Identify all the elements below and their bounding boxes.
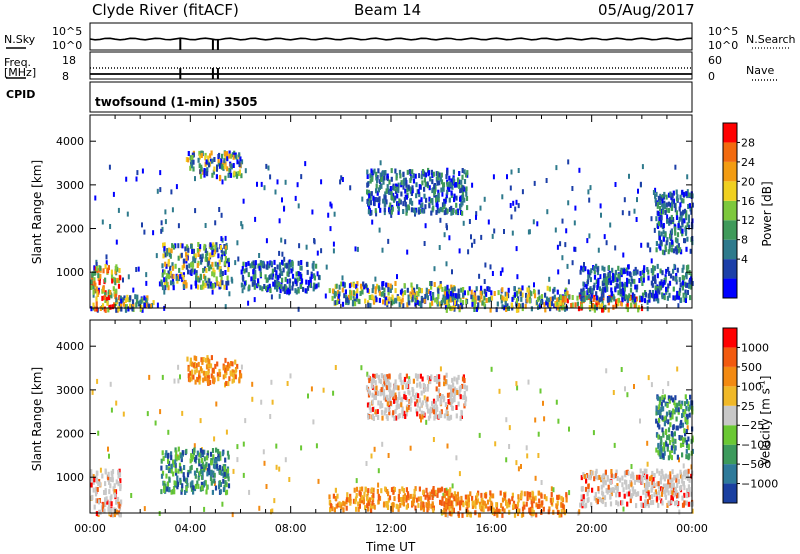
colorbar-tick-label-power-panel: 8: [741, 234, 748, 247]
nsearch-tick-top: 10^5: [708, 25, 739, 38]
ytick-label-power-panel: 4000: [56, 135, 84, 148]
station-title: Clyde River (fitACF): [92, 1, 239, 19]
freq-label: Freq.: [4, 56, 32, 69]
freq-panel: [89, 51, 693, 80]
scatter-cells-power-panel: [90, 150, 694, 313]
nave-tick-top: 60: [708, 54, 722, 67]
xtick-label: 04:00: [174, 522, 206, 535]
scatter-cells-velocity-panel: [90, 355, 694, 518]
nave-label: Nave: [746, 64, 775, 77]
colorbar-frame-power-panel: [722, 122, 738, 299]
colorbar-tick-label-velocity-panel: 500: [741, 361, 762, 374]
colorbar-swatch-velocity-panel: [723, 464, 737, 484]
colorbar-tick-label-power-panel: 16: [741, 195, 755, 208]
colorbar-tick-label-velocity-panel: −1000: [741, 478, 778, 491]
xtick-label: 00:00: [74, 522, 106, 535]
colorbar-tick-label-velocity-panel: −500: [741, 458, 771, 471]
nsearch-label: N.Search: [746, 33, 796, 46]
colorbar-tick-label-power-panel: 4: [741, 253, 748, 266]
cpid-panel: [89, 81, 693, 113]
colorbar-tick-label-power-panel: 24: [741, 156, 755, 169]
nsky-tick-bottom: 10^0: [52, 39, 83, 52]
colorbar-swatch-velocity-panel: [723, 425, 737, 445]
nsky-line: [89, 37, 693, 41]
beam-title: Beam 14: [354, 1, 422, 19]
colorbar-tick-label-power-panel: 28: [741, 136, 755, 149]
freq-tick-bottom: 8: [62, 70, 69, 83]
colorbar-swatch-power-panel: [723, 239, 737, 260]
colorbar-swatch-velocity-panel: [723, 405, 737, 426]
colorbar-swatch-power-panel: [723, 259, 737, 279]
colorbar-swatch-velocity-panel: [723, 366, 737, 387]
colorbar-tick-label-velocity-panel: −100: [741, 439, 771, 452]
colorbar-swatch-power-panel: [723, 142, 737, 162]
cpid-value: twofsound (1-min) 3505: [95, 95, 258, 109]
ytick-label-power-panel: 1000: [56, 266, 84, 279]
colorbar-swatch-power-panel: [723, 200, 737, 221]
colorbar-swatch-power-panel: [723, 123, 737, 143]
colorbar-tick-label-velocity-panel: 1000: [741, 341, 769, 354]
colorbar-swatch-velocity-panel: [723, 328, 737, 348]
colorbar-swatch-power-panel: [723, 278, 737, 298]
colorbar-swatch-power-panel: [723, 220, 737, 240]
nsky-label: N.Sky: [4, 33, 36, 46]
nave-tick-bottom: 0: [708, 70, 715, 83]
cpid-label: CPID: [6, 88, 36, 101]
colorbar-tick-label-velocity-panel: 100: [741, 380, 762, 393]
colorbar-swatch-velocity-panel: [723, 347, 737, 367]
colorbar-tick-label-velocity-panel: 25: [741, 400, 755, 413]
colorbar-frame-velocity-panel: [722, 327, 738, 504]
ytick-label-velocity-panel: 1000: [56, 471, 84, 484]
ytick-label-velocity-panel: 4000: [56, 340, 84, 353]
ytick-label-velocity-panel: 3000: [56, 384, 84, 397]
ytick-label-power-panel: 3000: [56, 179, 84, 192]
ytick-label-velocity-panel: 2000: [56, 428, 84, 441]
colorbar-swatch-power-panel: [723, 181, 737, 201]
colorbar-tick-label-power-panel: 20: [741, 175, 755, 188]
plot-area-velocity-panel: [90, 320, 692, 513]
colorbar-tick-label-velocity-panel: −25: [741, 419, 764, 432]
xtick-label: 16:00: [475, 522, 507, 535]
colorbar-swatch-power-panel: [723, 161, 737, 182]
nsky-tick-top: 10^5: [52, 25, 83, 38]
freq-unit: [MHz]: [4, 66, 37, 79]
xtick-label: 12:00: [375, 522, 407, 535]
colorbar-tick-label-power-panel: 12: [741, 214, 755, 227]
nsearch-tick-bottom: 10^0: [708, 39, 739, 52]
xtick-label: 08:00: [275, 522, 307, 535]
colorbar-swatch-velocity-panel: [723, 444, 737, 465]
freq-tick-top: 18: [62, 54, 76, 67]
date-title: 05/Aug/2017: [598, 1, 695, 19]
x-axis-label: Time UT: [366, 540, 416, 554]
colorbar-swatch-velocity-panel: [723, 483, 737, 503]
colorbar-swatch-velocity-panel: [723, 386, 737, 406]
nsky-panel: [89, 22, 693, 51]
xtick-label: 20:00: [576, 522, 608, 535]
ytick-label-power-panel: 2000: [56, 223, 84, 236]
xtick-label: 00:00: [676, 522, 708, 535]
